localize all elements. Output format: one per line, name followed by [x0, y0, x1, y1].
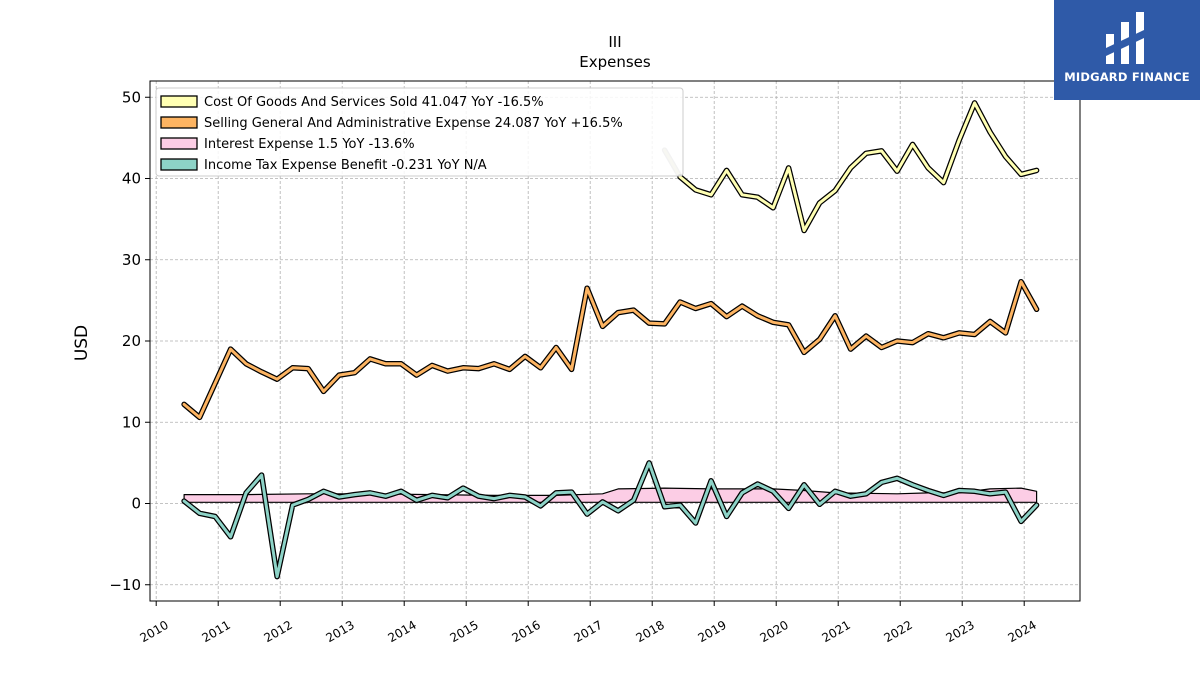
x-tick-label: 2016 [509, 618, 542, 645]
legend-swatch [160, 158, 198, 171]
chart-subtitle: Expenses [579, 53, 651, 71]
legend-swatch [160, 116, 198, 129]
y-axis-label: USD [72, 325, 92, 361]
legend-swatch [160, 137, 198, 150]
legend-entry: Interest Expense 1.5 YoY -13.6% [204, 137, 415, 152]
y-tick-label: −10 [109, 576, 141, 594]
x-tick-label: 2017 [571, 618, 604, 645]
sga-expense-outline [181, 278, 1040, 421]
x-tick-label: 2024 [1005, 618, 1038, 645]
legend-entry: Selling General And Administrative Expen… [204, 116, 623, 131]
logo-text: MIDGARD FINANCE [1064, 70, 1190, 84]
income-tax-line [182, 461, 1039, 579]
legend-box [155, 87, 684, 177]
x-tick-label: 2022 [881, 618, 914, 645]
x-tick-label: 2012 [261, 618, 294, 645]
y-tick-label: 50 [122, 88, 141, 106]
x-tick-label: 2014 [385, 618, 418, 645]
x-tick-label: 2013 [323, 618, 356, 645]
brand-logo: MIDGARD FINANCE [1054, 0, 1200, 100]
y-tick-label: 20 [122, 332, 141, 350]
x-tick-label: 2010 [137, 618, 170, 645]
logo-mark-icon [1106, 12, 1144, 64]
income-tax-outline [181, 460, 1040, 580]
x-tick-label: 2015 [447, 618, 480, 645]
legend-swatch [160, 95, 198, 108]
x-tick-label: 2021 [819, 618, 852, 645]
x-tick-label: 2011 [199, 618, 232, 645]
x-tick-label: 2019 [695, 618, 728, 645]
x-tick-label: 2020 [757, 618, 790, 645]
x-axis-ticks: 2010 2011 2012 2013 2014 2015 2016 2017 2018 2019… [137, 601, 1039, 645]
y-tick-label: 40 [122, 170, 141, 188]
x-tick-label: 2023 [943, 618, 976, 645]
x-tick-label: 2018 [633, 618, 666, 645]
chart-title: III [608, 33, 621, 51]
sga-expense-line [182, 280, 1039, 419]
y-tick-label: 0 [131, 495, 141, 513]
legend-entry: Cost Of Goods And Services Sold 41.047 Y… [204, 95, 544, 110]
y-tick-label: 10 [122, 413, 141, 431]
legend: Cost Of Goods And Services Sold 41.047 Y… [155, 87, 684, 177]
y-axis-ticks: −10 0 10 20 30 40 50 [109, 88, 150, 594]
legend-entry: Income Tax Expense Benefit -0.231 YoY N/… [204, 158, 487, 173]
y-tick-label: 30 [122, 251, 141, 269]
cost-of-goods-line [678, 101, 1039, 232]
series-lines [181, 100, 1040, 580]
